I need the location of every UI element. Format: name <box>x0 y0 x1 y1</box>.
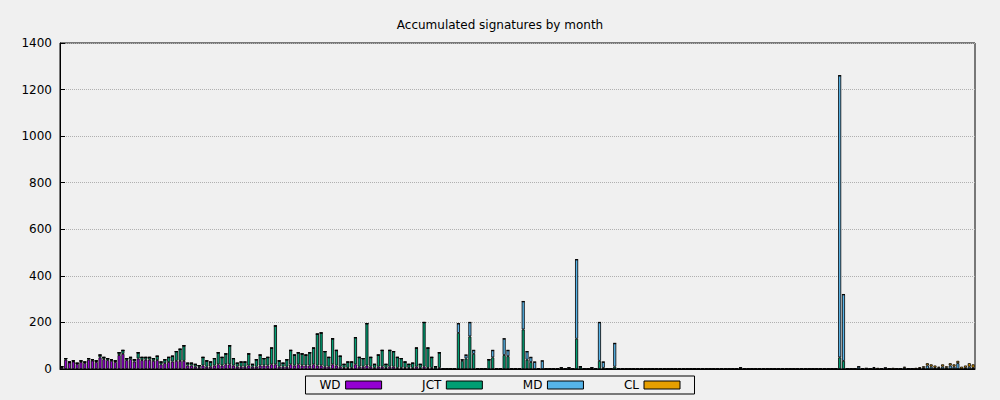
svg-text:1200: 1200 <box>21 83 52 97</box>
svg-text:JCT: JCT <box>421 378 442 392</box>
svg-text:WD: WD <box>319 378 340 392</box>
svg-text:0: 0 <box>44 362 52 376</box>
svg-text:1000: 1000 <box>21 129 52 143</box>
svg-text:MD: MD <box>523 378 543 392</box>
svg-text:800: 800 <box>29 176 52 190</box>
svg-text:CL: CL <box>624 378 639 392</box>
svg-text:600: 600 <box>29 222 52 236</box>
svg-text:1400: 1400 <box>21 36 52 50</box>
svg-text:200: 200 <box>29 315 52 329</box>
svg-text:Accumulated signatures by mont: Accumulated signatures by month <box>397 18 603 32</box>
svg-text:400: 400 <box>29 269 52 283</box>
